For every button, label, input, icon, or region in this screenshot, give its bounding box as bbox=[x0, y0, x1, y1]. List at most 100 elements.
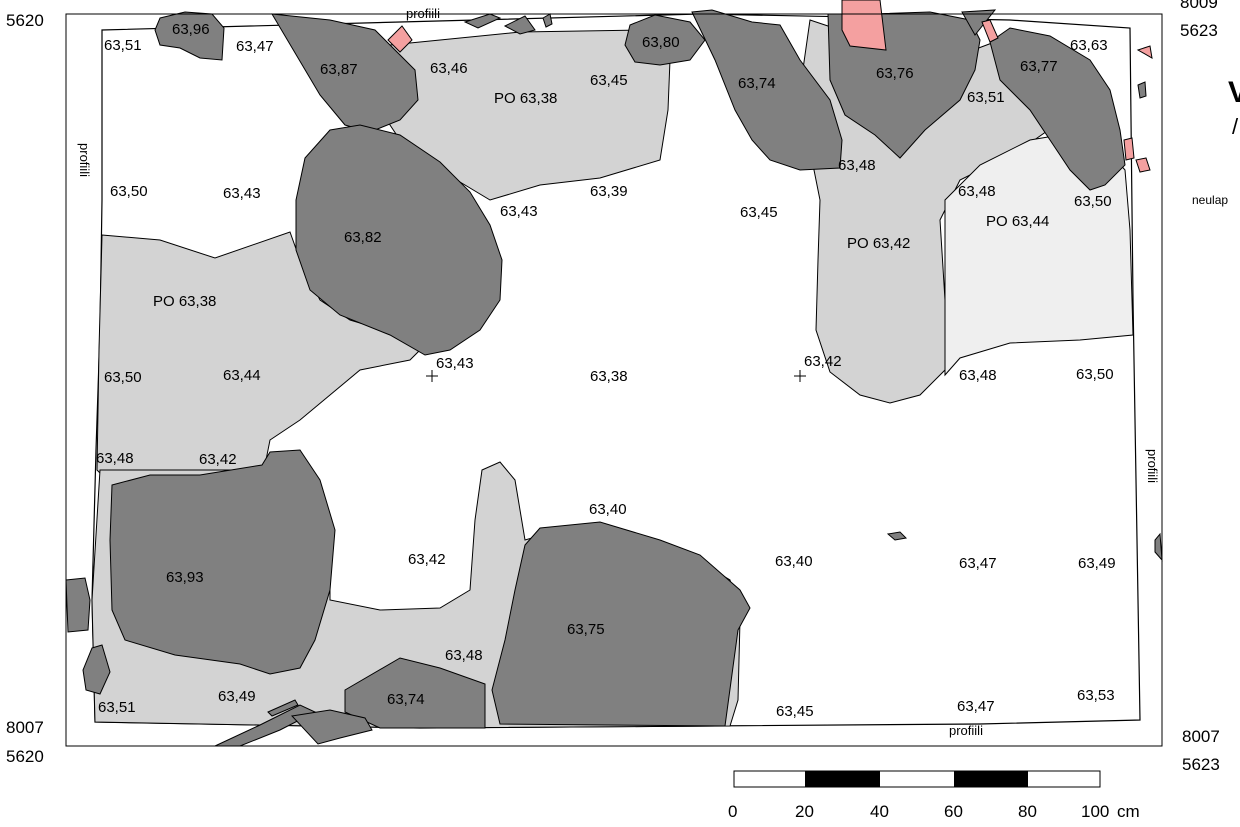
elevation-label: 63,53 bbox=[1077, 687, 1115, 704]
elevation-label: 63,77 bbox=[1020, 58, 1058, 75]
elevation-label: 63,74 bbox=[387, 691, 425, 708]
survey-cross-marker bbox=[794, 370, 806, 382]
elevation-label: 63,48 bbox=[838, 157, 876, 174]
elevation-label: 63,43 bbox=[223, 185, 261, 202]
elevation-label: 63,43 bbox=[500, 203, 538, 220]
pink-feature-right-2 bbox=[1123, 137, 1135, 161]
stone-left-small bbox=[82, 644, 111, 695]
pink-feature-top-left bbox=[387, 25, 413, 53]
stone-top-sliver-1 bbox=[463, 13, 502, 29]
north-arrow-fragment: V bbox=[1228, 76, 1240, 109]
stone-top-sliver-2 bbox=[503, 15, 536, 35]
pink-feature-right-3 bbox=[1135, 157, 1151, 173]
corner-coordinate: 5623 bbox=[1182, 755, 1220, 774]
stone-bottom-small bbox=[267, 699, 299, 717]
scale-tick-label: 60 bbox=[944, 802, 963, 821]
po-label: PO 63,42 bbox=[847, 235, 910, 252]
elevation-label: 63,48 bbox=[445, 647, 483, 664]
north-arrow-fragment: / bbox=[1232, 114, 1239, 139]
scale-tick-label: 80 bbox=[1018, 802, 1037, 821]
po-label: PO 63,44 bbox=[986, 213, 1049, 230]
stone-mid-small bbox=[886, 531, 908, 541]
elevation-label: 63,46 bbox=[430, 60, 468, 77]
pink-feature-top bbox=[841, 0, 887, 51]
elevation-label: 63,42 bbox=[804, 353, 842, 370]
scale-tick-label: 40 bbox=[870, 802, 889, 821]
scale-unit-label: cm bbox=[1117, 802, 1140, 821]
stone-left-edge bbox=[65, 577, 91, 633]
elevation-label: 63,42 bbox=[199, 451, 237, 468]
elevation-label: 63,40 bbox=[589, 501, 627, 518]
elevation-label: 63,50 bbox=[104, 369, 142, 386]
elevation-label: 63,75 bbox=[567, 621, 605, 638]
profile-label-top: profiili bbox=[406, 6, 440, 21]
stone-63-82 bbox=[295, 124, 503, 356]
elevation-label: 63,48 bbox=[959, 367, 997, 384]
scale-tick-label: 100 bbox=[1081, 802, 1109, 821]
pink-feature-top-right bbox=[981, 19, 999, 43]
corner-coordinate: 8009 bbox=[1180, 0, 1218, 12]
profile-label-left: profiili bbox=[77, 143, 92, 177]
elevation-label: 63,76 bbox=[876, 65, 914, 82]
pink-feature-right-1 bbox=[1136, 45, 1153, 59]
elevation-label: 63,49 bbox=[218, 688, 256, 705]
stone-bottom-flat bbox=[290, 709, 373, 745]
stone-63-80 bbox=[624, 14, 706, 66]
side-note: neulap bbox=[1192, 193, 1228, 207]
corner-coordinate: 8007 bbox=[6, 718, 44, 737]
stone-right-small-1 bbox=[1137, 81, 1147, 99]
elevation-label: 63,50 bbox=[110, 183, 148, 200]
stone-63-76 bbox=[827, 11, 981, 159]
elevation-label: 63,87 bbox=[320, 61, 358, 78]
stone-63-75 bbox=[491, 521, 751, 727]
corner-coordinate: 5620 bbox=[6, 11, 44, 30]
survey-cross-marker bbox=[426, 370, 438, 382]
elevation-label: 63,44 bbox=[223, 367, 261, 384]
elevation-label: 63,63 bbox=[1070, 37, 1108, 54]
corner-coordinate: 8007 bbox=[1182, 727, 1220, 746]
scale-tick-label: 20 bbox=[795, 802, 814, 821]
profile-label-bottom: profiili bbox=[949, 723, 983, 738]
profile-label-right: profiili bbox=[1145, 449, 1160, 483]
scale-tick-label: 0 bbox=[728, 802, 737, 821]
corner-coordinate: 5620 bbox=[6, 747, 44, 766]
stone-63-87 bbox=[271, 13, 419, 133]
elevation-label: 63,50 bbox=[1074, 193, 1112, 210]
elevation-label: 63,47 bbox=[959, 555, 997, 572]
elevation-label: 63,51 bbox=[967, 89, 1005, 106]
elevation-label: 63,45 bbox=[740, 204, 778, 221]
elevation-label: 63,38 bbox=[590, 368, 628, 385]
elevation-label: 63,50 bbox=[1076, 366, 1114, 383]
stone-top-sliver-3 bbox=[542, 13, 553, 28]
stone-63-77 bbox=[989, 27, 1126, 191]
elevation-label: 63,49 bbox=[1078, 555, 1116, 572]
elevation-label: 63,40 bbox=[775, 553, 813, 570]
elevation-label: 63,47 bbox=[236, 38, 274, 55]
elevation-label: 63,74 bbox=[738, 75, 776, 92]
elevation-label: 63,93 bbox=[166, 569, 204, 586]
elevation-label: 63,43 bbox=[436, 355, 474, 372]
scale-bar bbox=[733, 770, 1101, 788]
elevation-label: 63,51 bbox=[104, 37, 142, 54]
elevation-label: 63,39 bbox=[590, 183, 628, 200]
elevation-label: 63,96 bbox=[172, 21, 210, 38]
elevation-label: 63,42 bbox=[408, 551, 446, 568]
elevation-label: 63,48 bbox=[958, 183, 996, 200]
stone-63-93 bbox=[109, 449, 336, 675]
po-label: PO 63,38 bbox=[153, 293, 216, 310]
stone-right-edge bbox=[1154, 532, 1163, 562]
po-region-far-right bbox=[944, 129, 1134, 377]
elevation-label: 63,51 bbox=[98, 699, 136, 716]
plan-frame bbox=[65, 13, 1163, 747]
elevation-label: 63,48 bbox=[96, 450, 134, 467]
elevation-label: 63,80 bbox=[642, 34, 680, 51]
corner-coordinate: 5623 bbox=[1180, 21, 1218, 40]
elevation-label: 63,47 bbox=[957, 698, 995, 715]
po-label: PO 63,38 bbox=[494, 90, 557, 107]
elevation-label: 63,45 bbox=[590, 72, 628, 89]
elevation-label: 63,82 bbox=[344, 229, 382, 246]
stone-63-74-top bbox=[691, 9, 843, 171]
elevation-label: 63,45 bbox=[776, 703, 814, 720]
stone-63-96 bbox=[154, 11, 225, 61]
